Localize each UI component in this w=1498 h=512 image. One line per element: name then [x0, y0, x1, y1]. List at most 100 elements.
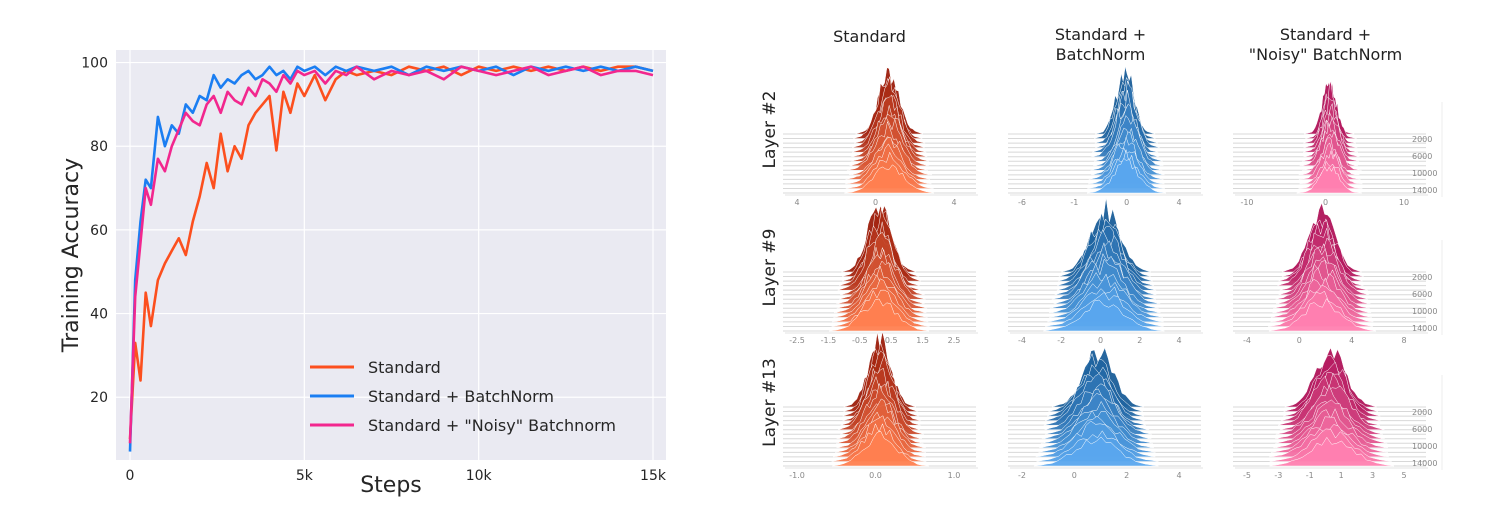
step-label: 6000: [1412, 290, 1432, 299]
step-label: 6000: [1412, 425, 1432, 434]
cell-tick-label: -2: [1057, 336, 1065, 345]
cell-tick-label: 4: [1176, 471, 1181, 480]
step-label: 2000: [1412, 135, 1432, 144]
cell-tick-label: 0.0: [869, 471, 882, 480]
cell-tick-label: 4: [1176, 336, 1181, 345]
ridge-13: [1086, 157, 1167, 194]
cell-tick-label: -2: [1018, 471, 1026, 480]
column-title-2: Standard +: [1280, 25, 1371, 44]
ridgeline-cell-1-2: -4 0 4 8: [1233, 202, 1428, 345]
step-label: 14000: [1412, 324, 1437, 333]
step-label: 10000: [1412, 169, 1437, 178]
cell-tick-label: 0: [1124, 198, 1129, 207]
y-tick-label: 100: [81, 56, 108, 72]
x-tick-label: 5k: [296, 468, 314, 484]
ridge-13: [832, 430, 929, 467]
legend: Standard Standard + BatchNorm Standard + "…: [310, 358, 616, 435]
cell-tick-label: 4: [951, 198, 956, 207]
y-tick-label: 80: [90, 139, 108, 155]
ridgeline-cell-0-0: 4 0 4: [783, 67, 978, 207]
ridge-13: [1269, 436, 1395, 467]
y-tick-label: 20: [90, 390, 108, 406]
cell-tick-label: 0: [873, 198, 878, 207]
ridgeline-cell-1-1: -4 -2 0 2 4: [1008, 197, 1203, 345]
cell-tick-label: -1: [1070, 198, 1078, 207]
cell-tick-label: 2.5: [948, 336, 961, 345]
cell-tick-label: 0.5: [885, 336, 898, 345]
step-labels-row-1: 2000 6000 10000 14000: [1412, 240, 1443, 335]
cell-tick-label: -0.5: [852, 336, 868, 345]
cell-tick-label: 2: [1137, 336, 1142, 345]
ridge-13: [1268, 298, 1376, 332]
ridge-13: [1043, 299, 1165, 332]
step-labels-row-2: 2000 6000 10000 14000: [1412, 375, 1443, 470]
step-label: 10000: [1412, 307, 1437, 316]
column-title-2: "Noisy" BatchNorm: [1249, 45, 1402, 64]
step-label: 2000: [1412, 408, 1432, 417]
plot-background: [116, 50, 666, 460]
series-line-0: [128, 65, 654, 440]
cell-tick-label: 4: [1349, 336, 1354, 345]
ridgeline-cell-2-0: -1.0 0.0 1.0: [783, 331, 978, 480]
series-lines: [128, 65, 654, 452]
cell-tick-label: 4: [794, 198, 799, 207]
ridgeline-cell-2-1: -2 0 2 4: [1008, 347, 1203, 480]
ridge-13: [829, 298, 930, 332]
y-tick-label: 60: [90, 223, 108, 239]
cell-tick-label: -4: [1243, 336, 1251, 345]
x-axis-label: Steps: [360, 473, 422, 498]
cell-tick-label: 0: [1323, 198, 1328, 207]
legend-label-0: Standard: [368, 358, 441, 377]
cell-tick-label: 1.5: [916, 336, 929, 345]
ridge-13: [1033, 436, 1159, 467]
cell-tick-label: 8: [1401, 336, 1406, 345]
ridgeline-cell-0-1: -6 -1 0 4: [1008, 66, 1203, 207]
gridlines: [116, 50, 666, 460]
ridgeline-cell-2-2: -5 -3 -1 1 3 5: [1233, 347, 1428, 480]
cell-tick-label: 1: [1339, 471, 1344, 480]
row-title-0: Layer #2: [760, 91, 780, 169]
cell-tick-label: 3: [1370, 471, 1375, 480]
x-tick-labels: 0 5k 10k 15k: [126, 468, 667, 484]
step-labels-row-0: 2000 6000 10000 14000: [1412, 102, 1443, 197]
column-title-0: Standard: [833, 27, 906, 46]
cell-tick-label: -2.5: [789, 336, 805, 345]
ridgeline-cell-0-2: -10 0 10: [1233, 80, 1428, 207]
step-label: 2000: [1412, 273, 1432, 282]
x-tick-label: 10k: [466, 468, 493, 484]
legend-label-1: Standard + BatchNorm: [368, 387, 554, 406]
cell-tick-label: -10: [1240, 198, 1253, 207]
step-label: 10000: [1412, 442, 1437, 451]
x-tick-label: 15k: [640, 468, 667, 484]
ridgeline-cell-1-0: -2.5 -1.5 -0.5 0.5 1.5 2.5: [783, 204, 978, 345]
cell-tick-label: -1: [1306, 471, 1314, 480]
y-tick-label: 40: [90, 307, 108, 323]
step-label: 6000: [1412, 152, 1432, 161]
series-line-1: [128, 65, 654, 452]
cell-tick-label: 1.0: [948, 471, 961, 480]
column-title-1: Standard +: [1055, 25, 1146, 44]
cell-tick-label: 0: [1098, 336, 1103, 345]
row-title-2: Layer #13: [760, 358, 780, 447]
cell-tick-label: 5: [1401, 471, 1406, 480]
cell-tick-label: -1.0: [789, 471, 805, 480]
cell-tick-label: 2: [1124, 471, 1129, 480]
cell-tick-label: -4: [1018, 336, 1026, 345]
cell-tick-label: 0: [1297, 336, 1302, 345]
step-label: 14000: [1412, 186, 1437, 195]
y-tick-labels: 20 40 60 80 100: [81, 56, 108, 407]
cell-tick-label: -5: [1243, 471, 1251, 480]
row-title-1: Layer #9: [760, 229, 780, 307]
series-line-2: [128, 65, 654, 444]
cell-tick-label: 4: [1176, 198, 1181, 207]
x-tick-label: 0: [126, 468, 135, 484]
line-chart-training-accuracy: 20 40 60 80 100 0 5k 10k 15k Steps Training Acc…: [59, 50, 667, 498]
cell-tick-label: -1.5: [821, 336, 837, 345]
legend-label-2: Standard + "Noisy" Batchnorm: [368, 416, 616, 435]
ridge-13: [1296, 166, 1362, 194]
cell-tick-label: -6: [1018, 198, 1026, 207]
step-label: 14000: [1412, 459, 1437, 468]
cell-tick-label: -3: [1274, 471, 1282, 480]
